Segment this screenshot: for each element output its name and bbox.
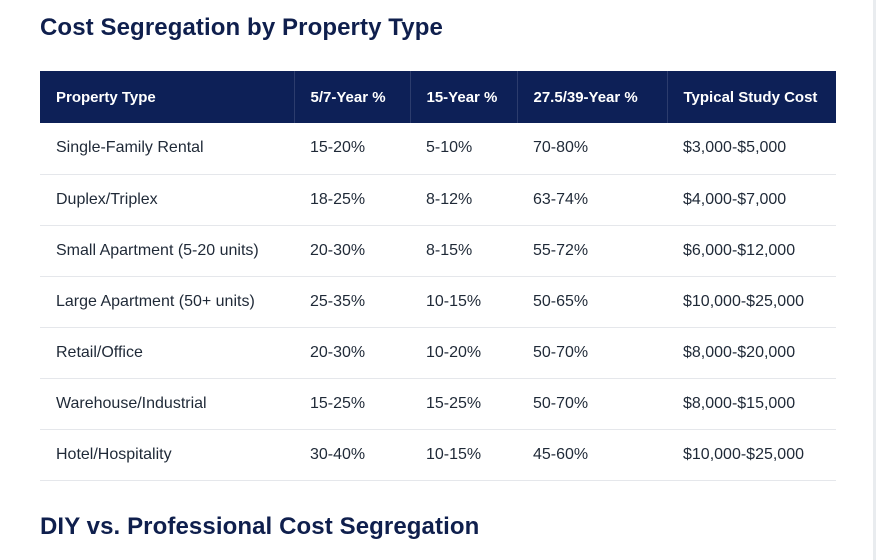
table-header-row: Property Type 5/7-Year % 15-Year % 27.5/…	[40, 71, 836, 123]
cell-property-type: Warehouse/Industrial	[56, 394, 207, 412]
cell-27-39-year: 50-65%	[533, 292, 589, 310]
header-15-year: 15-Year %	[410, 71, 518, 123]
cell-27-39-year: 55-72%	[533, 241, 589, 259]
table-row: Large Apartment (50+ units) 25-35% 10-15…	[40, 276, 836, 327]
cell-27-39-year: 50-70%	[533, 394, 589, 412]
table-row: Hotel/Hospitality 30-40% 10-15% 45-60% $…	[40, 429, 836, 480]
cell-27-39-year: 70-80%	[533, 139, 589, 157]
table-row: Retail/Office 20-30% 10-20% 50-70% $8,00…	[40, 327, 836, 378]
cell-study-cost: $4,000-$7,000	[683, 190, 787, 208]
cell-5-7-year: 20-30%	[310, 343, 366, 361]
cell-15-year: 8-15%	[426, 241, 473, 259]
table-body: Single-Family Rental 15-20% 5-10% 70-80%…	[40, 123, 836, 480]
cell-study-cost: $3,000-$5,000	[683, 139, 787, 157]
cell-property-type: Small Apartment (5-20 units)	[56, 241, 259, 259]
cell-15-year: 5-10%	[426, 139, 473, 157]
cell-5-7-year: 20-30%	[310, 241, 366, 259]
cell-5-7-year: 25-35%	[310, 292, 366, 310]
cell-property-type: Retail/Office	[56, 343, 143, 361]
cell-15-year: 8-12%	[426, 190, 473, 208]
cell-study-cost: $10,000-$25,000	[683, 445, 804, 463]
cell-property-type: Single-Family Rental	[56, 139, 204, 157]
cell-5-7-year: 15-20%	[310, 139, 366, 157]
cell-study-cost: $6,000-$12,000	[683, 241, 796, 259]
cell-15-year: 15-25%	[426, 394, 482, 412]
cell-15-year: 10-15%	[426, 445, 482, 463]
header-property-type: Property Type	[40, 71, 295, 123]
cell-15-year: 10-20%	[426, 343, 482, 361]
table-row: Small Apartment (5-20 units) 20-30% 8-15…	[40, 225, 836, 276]
cell-study-cost: $8,000-$15,000	[683, 394, 796, 412]
cell-5-7-year: 30-40%	[310, 445, 366, 463]
table-row: Warehouse/Industrial 15-25% 15-25% 50-70…	[40, 378, 836, 429]
cell-5-7-year: 18-25%	[310, 190, 366, 208]
cell-27-39-year: 45-60%	[533, 445, 589, 463]
table-header: Property Type 5/7-Year % 15-Year % 27.5/…	[40, 71, 836, 123]
header-5-7-year: 5/7-Year %	[294, 71, 411, 123]
cell-property-type: Duplex/Triplex	[56, 190, 158, 208]
cell-27-39-year: 50-70%	[533, 343, 589, 361]
table-row: Duplex/Triplex 18-25% 8-12% 63-74% $4,00…	[40, 174, 836, 225]
cell-15-year: 10-15%	[426, 292, 482, 310]
cost-segregation-table: Property Type 5/7-Year % 15-Year % 27.5/…	[40, 71, 836, 481]
section-title-cost-segregation: Cost Segregation by Property Type	[40, 14, 443, 41]
cell-property-type: Hotel/Hospitality	[56, 445, 172, 463]
cell-5-7-year: 15-25%	[310, 394, 366, 412]
cell-27-39-year: 63-74%	[533, 190, 589, 208]
cell-study-cost: $8,000-$20,000	[683, 343, 796, 361]
table-row: Single-Family Rental 15-20% 5-10% 70-80%…	[40, 123, 836, 174]
scrollbar-track	[873, 0, 876, 560]
header-study-cost: Typical Study Cost	[683, 88, 818, 106]
section-title-diy-vs-professional: DIY vs. Professional Cost Segregation	[40, 513, 480, 540]
header-27-39-year: 27.5/39-Year %	[517, 71, 668, 123]
cell-study-cost: $10,000-$25,000	[683, 292, 804, 310]
cell-property-type: Large Apartment (50+ units)	[56, 292, 255, 310]
